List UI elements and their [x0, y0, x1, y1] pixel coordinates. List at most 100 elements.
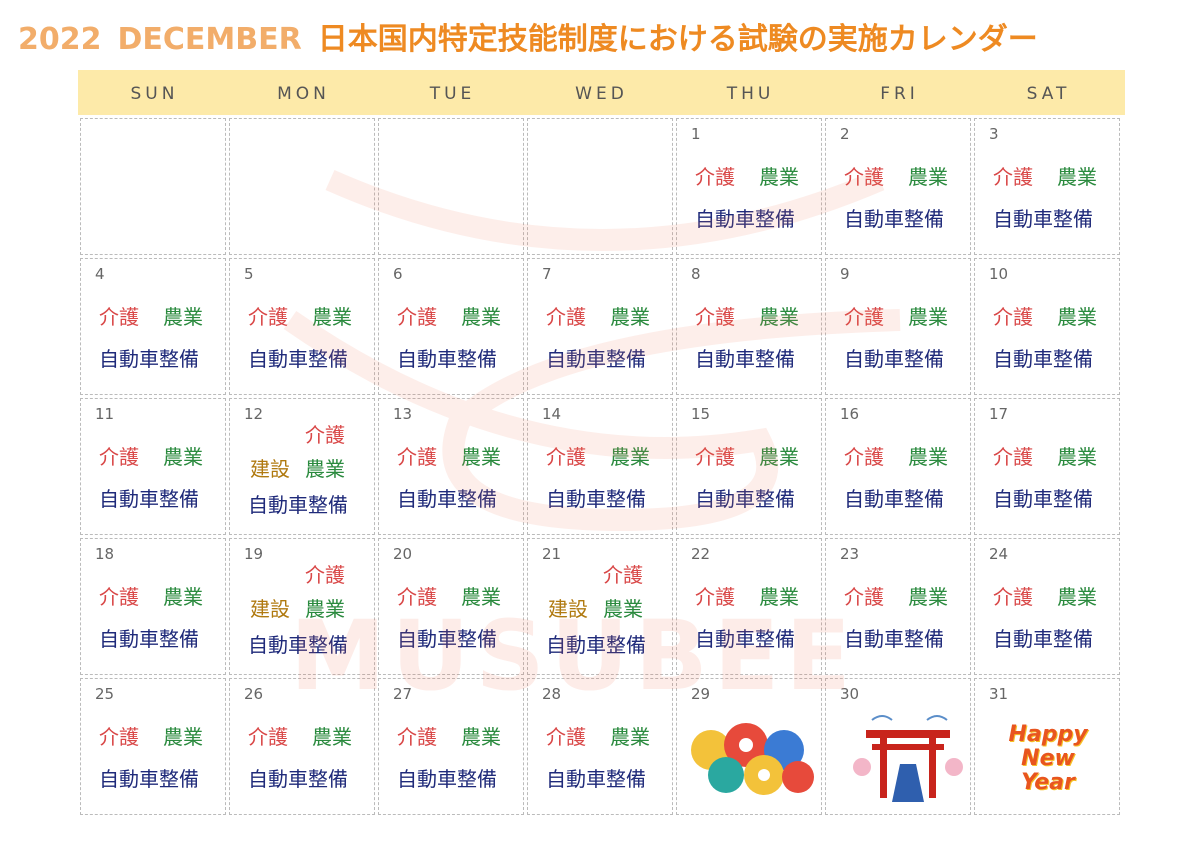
day-cell: 7 介護 農業 自動車整備 — [527, 258, 673, 395]
day-number: 19 — [244, 545, 264, 563]
exam-label: 介護 — [397, 445, 437, 469]
exam-label: 介護 — [397, 585, 437, 609]
day-number: 27 — [393, 685, 413, 703]
day-number: 30 — [840, 685, 860, 703]
exam-label: 農業 — [305, 457, 345, 481]
day-cell: 10 介護 農業 自動車整備 — [974, 258, 1120, 395]
day-cell: 12 介護 建設 農業 自動車整備 — [229, 398, 375, 535]
day-cell: 14 介護 農業 自動車整備 — [527, 398, 673, 535]
exam-label: 農業 — [305, 597, 345, 621]
day-cell: 2 介護 農業 自動車整備 — [825, 118, 971, 255]
exam-label: 農業 — [610, 305, 650, 329]
day-cell: 11 介護 農業 自動車整備 — [80, 398, 226, 535]
weekday: SAT — [1026, 84, 1071, 104]
day-number: 23 — [840, 545, 860, 563]
exam-label: 自動車整備 — [99, 627, 199, 651]
exam-label: 自動車整備 — [248, 633, 348, 657]
exam-label: 自動車整備 — [99, 767, 199, 791]
exam-label: 介護 — [993, 165, 1033, 189]
exam-label: 介護 — [397, 305, 437, 329]
exam-label: 自動車整備 — [844, 487, 944, 511]
exam-label: 介護 — [305, 563, 345, 587]
day-number: 7 — [542, 265, 552, 283]
day-number: 20 — [393, 545, 413, 563]
day-number: 29 — [691, 685, 711, 703]
exam-label: 自動車整備 — [695, 347, 795, 371]
weekday-header: SUN MON TUE WED THU FRI SAT — [78, 70, 1125, 115]
exam-label: 農業 — [759, 305, 799, 329]
exam-label: 介護 — [844, 585, 884, 609]
exam-label: 自動車整備 — [993, 347, 1093, 371]
day-cell: 24 介護 農業 自動車整備 — [974, 538, 1120, 675]
weekday: MON — [277, 84, 330, 104]
day-number: 6 — [393, 265, 403, 283]
exam-label: 自動車整備 — [993, 487, 1093, 511]
exam-label: 農業 — [461, 445, 501, 469]
shrine-illustration — [853, 715, 963, 802]
weekday: SUN — [130, 84, 179, 104]
exam-label: 介護 — [397, 725, 437, 749]
exam-label: 農業 — [312, 305, 352, 329]
weekday: THU — [726, 84, 775, 104]
exam-label: 自動車整備 — [844, 627, 944, 651]
exam-label: 農業 — [603, 597, 643, 621]
day-cell: 21 介護 建設 農業 自動車整備 — [527, 538, 673, 675]
day-cell: 9 介護 農業 自動車整備 — [825, 258, 971, 395]
day-cell: 3 介護 農業 自動車整備 — [974, 118, 1120, 255]
exam-label: 介護 — [546, 445, 586, 469]
exam-label: 自動車整備 — [248, 493, 348, 517]
exam-label: 農業 — [908, 165, 948, 189]
exam-label: 介護 — [695, 445, 735, 469]
exam-label: 介護 — [844, 165, 884, 189]
exam-label: 農業 — [163, 725, 203, 749]
day-cell: 25 介護 農業自動車整備 — [80, 678, 226, 815]
weekday: WED — [575, 84, 628, 104]
month: DECEMBER — [117, 22, 302, 57]
fans-illustration — [691, 723, 814, 795]
exam-label: 自動車整備 — [546, 767, 646, 791]
exam-label: 農業 — [759, 445, 799, 469]
exam-label: 自動車整備 — [248, 347, 348, 371]
title-text: 日本国内特定技能制度における試験の実施カレンダー — [317, 22, 1038, 57]
exam-label: 介護 — [99, 305, 139, 329]
exam-label: 農業 — [610, 725, 650, 749]
exam-label: 建設 — [250, 597, 290, 621]
day-cell: 28 介護 農業自動車整備 — [527, 678, 673, 815]
day-number: 26 — [244, 685, 264, 703]
day-cell: 16 介護 農業 自動車整備 — [825, 398, 971, 535]
exam-label: 農業 — [1057, 445, 1097, 469]
exam-label: 農業 — [908, 585, 948, 609]
exam-label: 介護 — [603, 563, 643, 587]
day-cell: 6 介護 農業 自動車整備 — [378, 258, 524, 395]
exam-label: 自動車整備 — [397, 487, 497, 511]
exam-label: 自動車整備 — [844, 347, 944, 371]
exam-label: 介護 — [99, 725, 139, 749]
exam-label: 自動車整備 — [546, 347, 646, 371]
day-number: 21 — [542, 545, 562, 563]
weekday: TUE — [429, 84, 476, 104]
day-cell: 26 介護 農業 自動車整備 — [229, 678, 375, 815]
exam-label: 介護 — [546, 725, 586, 749]
exam-label: 農業 — [461, 305, 501, 329]
exam-label: 農業 — [1057, 165, 1097, 189]
exam-label: 介護 — [695, 165, 735, 189]
exam-label: 自動車整備 — [248, 767, 348, 791]
day-number: 15 — [691, 405, 711, 423]
day-cell — [527, 118, 673, 255]
day-number: 22 — [691, 545, 711, 563]
day-number: 5 — [244, 265, 254, 283]
exam-label: 介護 — [305, 423, 345, 447]
exam-label: 農業 — [1057, 585, 1097, 609]
day-number: 16 — [840, 405, 860, 423]
day-cell: 5 介護 農業 自動車整備 — [229, 258, 375, 395]
day-cell: 4 介護 農業 自動車整備 — [80, 258, 226, 395]
day-number: 25 — [95, 685, 115, 703]
exam-label: 農業 — [759, 585, 799, 609]
day-cell: 1 介護 農業 自動車整備 — [676, 118, 822, 255]
exam-label: 自動車整備 — [695, 627, 795, 651]
day-number: 28 — [542, 685, 562, 703]
day-cell: 27 介護 農業 自動車整備 — [378, 678, 524, 815]
exam-label: 介護 — [695, 305, 735, 329]
exam-label: 自動車整備 — [695, 487, 795, 511]
day-cell: 30 — [825, 678, 971, 815]
